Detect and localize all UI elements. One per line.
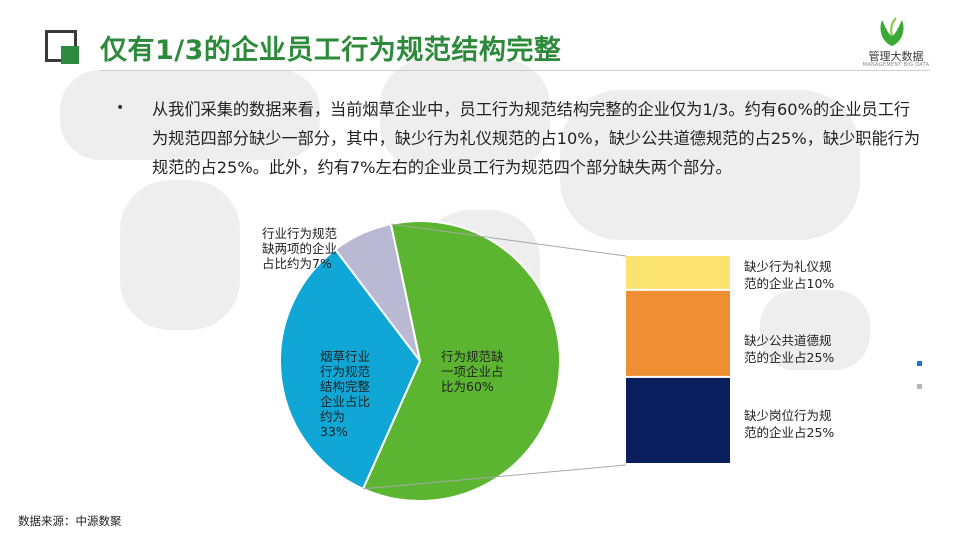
bar-segment-post-conduct [626,377,730,463]
pie-chart [279,220,561,502]
summary-paragraph: 从我们采集的数据来看，当前烟草企业中，员工行为规范结构完整的企业仅为1/3。约有… [152,100,921,177]
pager-dot-inactive[interactable] [917,384,922,389]
bar-label-etiquette: 缺少行为礼仪规 范的企业占10% [744,259,835,291]
stacked-bar-chart [626,256,730,463]
bullet-marker: • [116,100,125,116]
brand-logo-icon [880,17,904,46]
title-divider [100,70,930,71]
pie-label-seven-percent: 行业行为规范 缺两项的企业 占比约为7% [262,226,338,271]
pie-slice-sixty [361,220,561,502]
pager-dot-active[interactable] [917,361,922,366]
bar-label-public-ethics: 缺少公共道德规 范的企业占25% [744,333,835,365]
bar-segment-etiquette [626,256,730,289]
connector-lines [363,223,627,490]
brand-subtitle: MANAGEMENT BIG DATA [862,62,930,68]
pie-slice-seven [333,222,421,362]
title-decoration-accent [61,46,79,64]
pie-label-sixty-percent: 行为规范缺 一项企业占 比为60% [441,349,504,394]
pie-label-thirtythree-percent: 烟草行业 行为规范 结构完整 企业占比 约为 33% [320,349,371,439]
connector-line-bottom [363,464,627,490]
page-title: 仅有1/3的企业员工行为规范结构完整 [100,35,562,66]
brand-name: 管理大数据 [868,50,924,63]
connector-line-top [390,223,627,257]
pie-slice-thirtythree [279,248,422,491]
bar-label-post-conduct: 缺少岗位行为规 范的企业占25% [744,408,835,440]
bar-segment-public-ethics [626,290,730,376]
data-source-note: 数据来源：中源数聚 [18,514,122,528]
